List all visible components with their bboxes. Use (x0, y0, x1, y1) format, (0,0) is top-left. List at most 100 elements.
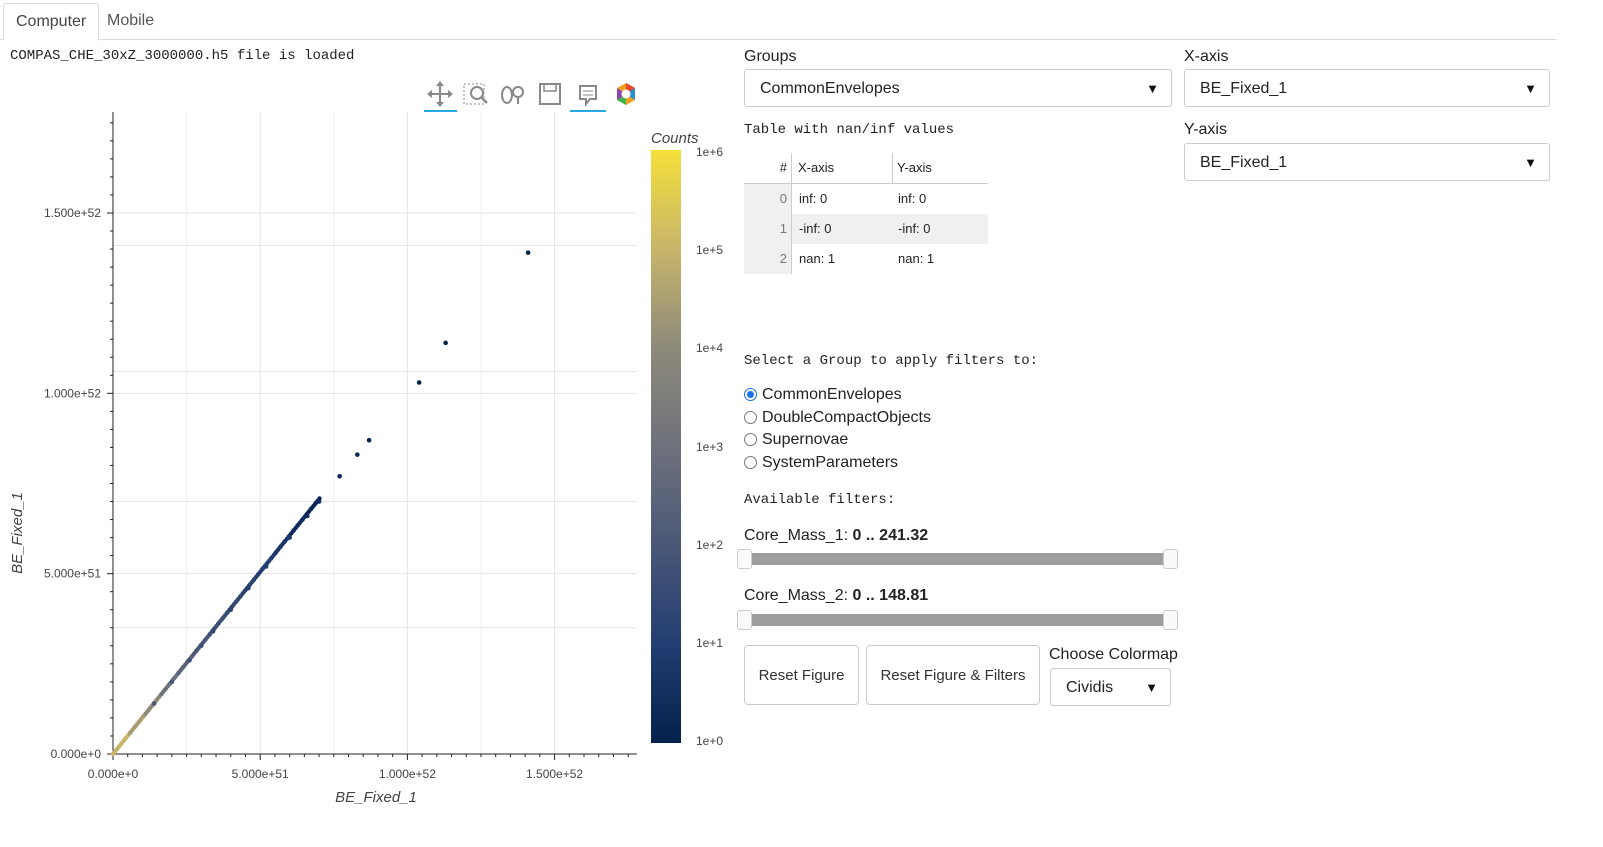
cell-x: -inf: 0 (799, 221, 832, 236)
row-index: 0 (744, 184, 792, 214)
colorbar-title: Counts (651, 130, 699, 147)
data-point (316, 499, 322, 504)
radio-unchecked-icon[interactable] (744, 411, 757, 424)
radio-commonenvelopes[interactable]: CommonEnvelopes (744, 384, 902, 406)
colorbar (651, 150, 681, 743)
data-point (199, 643, 204, 649)
wheel-zoom-icon[interactable] (499, 80, 527, 110)
chevron-down-icon: ▼ (1524, 155, 1537, 170)
row-index: 1 (744, 214, 792, 244)
x-tick-label: 5.000e+51 (232, 767, 289, 781)
core-mass-1-max-handle[interactable] (1163, 549, 1178, 569)
row-index: 2 (744, 244, 792, 274)
data-point (151, 701, 157, 706)
colorbar-tick-label: 1e+5 (696, 243, 724, 258)
cell-y: nan: 1 (898, 251, 935, 266)
pan-icon[interactable] (424, 80, 457, 112)
table-header-index[interactable]: # (744, 153, 792, 183)
filter-name: Core_Mass_2: (744, 587, 853, 604)
y-tick-label: 1.500e+52 (44, 206, 101, 220)
y-axis-select-value: BE_Fixed_1 (1200, 154, 1288, 171)
colormap-select-value: Cividis (1066, 679, 1114, 696)
hover-icon[interactable] (570, 80, 606, 112)
x-tick-label: 1.500e+52 (526, 767, 583, 781)
core-mass-1-slider[interactable] (744, 553, 1177, 565)
file-status-text: COMPAS_CHE_30xZ_3000000.h5 file is loade… (10, 48, 355, 64)
y-axis-select[interactable]: BE_Fixed_1 ▼ (1184, 143, 1550, 181)
tab-bar: Computer Mobile (0, 0, 1557, 41)
core-mass-2-max-handle[interactable] (1163, 610, 1178, 630)
radio-label: CommonEnvelopes (762, 386, 902, 403)
table-row[interactable]: 0 inf: 0 inf: 0 (744, 184, 988, 214)
radio-systemparameters[interactable]: SystemParameters (744, 452, 898, 474)
colormap-select[interactable]: Cividis ▼ (1050, 668, 1171, 706)
box-zoom-icon[interactable] (462, 80, 490, 110)
core-mass-2-min-handle[interactable] (737, 610, 752, 630)
y-tick-label: 0.000e+0 (51, 747, 102, 761)
core-mass-2-slider[interactable] (744, 614, 1177, 626)
filters-title: Available filters: (744, 492, 896, 508)
table-header-y[interactable]: Y-axis (897, 160, 932, 175)
x-tick-label: 0.000e+0 (88, 767, 139, 781)
cell-x: nan: 1 (799, 251, 836, 266)
colorbar-tick-label: 1e+0 (696, 734, 724, 748)
filter-group-title: Select a Group to apply filters to: (744, 353, 1039, 369)
colorbar-tick-label: 1e+4 (696, 341, 724, 356)
x-axis-select-label: X-axis (1184, 48, 1229, 65)
colorbar-tick-label: 1e+3 (696, 439, 724, 454)
cell-y: inf: 0 (898, 191, 927, 206)
data-point (337, 473, 342, 479)
data-point (366, 437, 372, 443)
tab-computer[interactable]: Computer (3, 3, 100, 41)
data-point (263, 564, 269, 569)
x-axis-select-value: BE_Fixed_1 (1200, 80, 1288, 97)
bokeh-logo-icon[interactable] (612, 80, 640, 110)
radio-unchecked-icon[interactable] (744, 456, 757, 469)
cell-y: -inf: 0 (898, 221, 931, 236)
radio-doublecompactobjects[interactable]: DoubleCompactObjects (744, 407, 931, 429)
reset-figure-filters-button[interactable]: Reset Figure & Filters (866, 645, 1040, 705)
groups-select[interactable]: CommonEnvelopes ▼ (744, 69, 1172, 107)
data-point (187, 657, 192, 663)
groups-select-value: CommonEnvelopes (760, 80, 900, 97)
filter-label-core-mass-1: Core_Mass_1: 0 .. 241.32 (744, 527, 928, 545)
colormap-label: Choose Colormap (1049, 646, 1178, 663)
groups-label: Groups (744, 48, 797, 65)
naninf-table-title: Table with nan/inf values (744, 122, 955, 138)
colorbar-tick-label: 1e+6 (696, 145, 724, 159)
colorbar-tick-label: 1e+1 (696, 635, 724, 650)
radio-checked-icon[interactable] (744, 388, 757, 401)
y-tick-label: 5.000e+51 (44, 567, 101, 581)
core-mass-1-min-handle[interactable] (737, 549, 752, 569)
reset-figure-button[interactable]: Reset Figure (744, 645, 859, 705)
colorbar-tick-label: 1e+2 (696, 537, 724, 552)
scatter-plot[interactable]: 0.000e+0 5.000e+51 1.000e+52 1.500e+52 0.000… (0, 100, 640, 820)
chevron-down-icon: ▼ (1146, 81, 1159, 96)
x-axis-select[interactable]: BE_Fixed_1 ▼ (1184, 69, 1550, 107)
table-row[interactable]: 1 -inf: 0 -inf: 0 (744, 214, 988, 244)
data-point (210, 629, 216, 634)
x-tick-label: 1.000e+52 (379, 767, 436, 781)
table-header-row: # X-axis Y-axis (744, 153, 988, 184)
cell-x: inf: 0 (799, 191, 828, 206)
data-point (355, 452, 360, 457)
y-tick-label: 1.000e+52 (44, 386, 101, 400)
save-icon[interactable] (536, 80, 564, 110)
tab-mobile[interactable]: Mobile (107, 12, 155, 29)
data-point (287, 535, 292, 540)
filter-range: 0 .. 148.81 (852, 587, 929, 604)
table-row[interactable]: 2 nan: 1 nan: 1 (744, 244, 988, 274)
column-divider (892, 153, 893, 183)
filter-name: Core_Mass_1: (744, 527, 853, 544)
chevron-down-icon: ▼ (1524, 81, 1537, 96)
radio-label: Supernovae (762, 431, 849, 448)
naninf-table: # X-axis Y-axis 0 inf: 0 inf: 0 1 -inf: … (744, 153, 988, 274)
x-axis-label: BE_Fixed_1 (335, 789, 417, 806)
y-axis-label: BE_Fixed_1 (9, 492, 26, 574)
data-point (525, 250, 531, 255)
table-header-x[interactable]: X-axis (798, 160, 835, 175)
filter-range: 0 .. 241.32 (852, 527, 929, 544)
radio-unchecked-icon[interactable] (744, 433, 757, 446)
data-point (246, 585, 251, 591)
radio-supernovae[interactable]: Supernovae (744, 429, 848, 451)
